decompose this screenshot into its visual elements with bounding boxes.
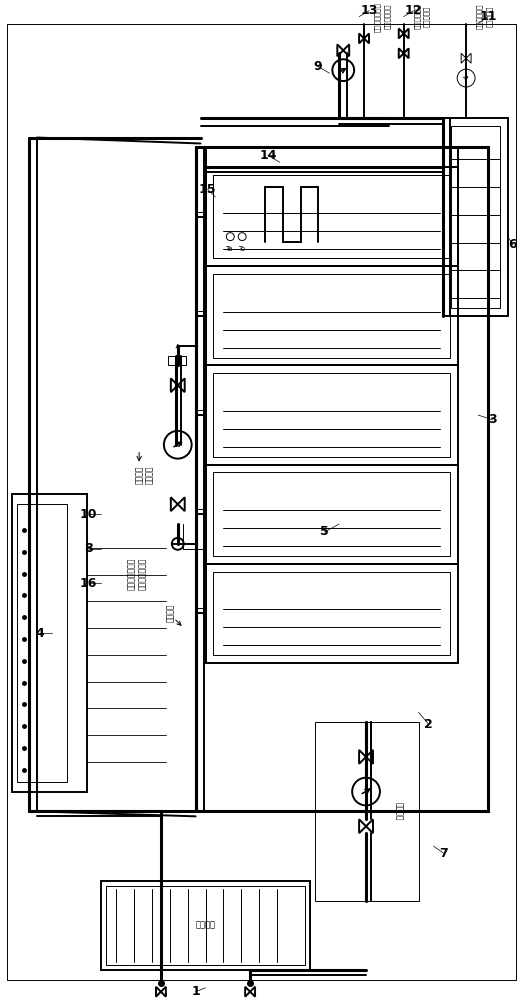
Bar [444,118,508,316]
Circle shape [226,233,234,241]
Bar [314,722,418,901]
Text: 13: 13 [360,4,378,17]
Text: 15: 15 [199,183,216,196]
Text: 供热末水管: 供热末水管 [424,6,430,27]
Polygon shape [359,819,366,833]
Circle shape [164,431,191,459]
Circle shape [332,59,354,81]
Polygon shape [364,33,369,43]
Text: 3: 3 [488,413,497,426]
Text: 冷水管路: 冷水管路 [144,465,154,484]
Text: 10: 10 [80,508,97,521]
Bar [213,175,450,258]
Text: Te: Te [225,246,232,252]
Polygon shape [359,750,366,764]
Bar [206,365,458,465]
Text: 11: 11 [479,10,497,23]
Text: 8: 8 [84,542,93,555]
Polygon shape [161,987,166,997]
Polygon shape [399,29,404,38]
Text: 4: 4 [36,627,44,640]
Circle shape [352,778,380,805]
Bar [213,175,450,258]
Polygon shape [343,44,349,56]
Polygon shape [366,750,373,764]
Bar [213,572,450,655]
Polygon shape [359,33,364,43]
Bar [206,266,458,365]
Bar [168,356,186,365]
Text: 12: 12 [405,4,423,17]
Bar [213,373,450,457]
Text: To: To [238,246,246,252]
Polygon shape [250,987,255,997]
Polygon shape [366,819,373,833]
Text: 供冷末水管阀: 供冷末水管阀 [476,4,483,29]
Bar [17,504,67,782]
Text: 集热器回水管: 集热器回水管 [384,4,391,29]
Bar [213,472,450,556]
Circle shape [238,233,246,241]
Text: 1: 1 [191,985,200,998]
Polygon shape [156,987,161,997]
Bar [206,465,458,564]
Text: 7: 7 [439,847,448,860]
Bar [213,274,450,358]
Polygon shape [171,378,178,392]
Bar [106,886,304,965]
Bar [196,147,488,811]
Polygon shape [466,53,471,63]
Polygon shape [245,987,250,997]
Text: 集热器内水管阀: 集热器内水管阀 [374,2,381,32]
Polygon shape [461,53,466,63]
Text: 9: 9 [313,60,322,73]
Bar [101,881,310,970]
Circle shape [457,69,475,87]
Bar [12,494,87,792]
Bar [206,167,458,266]
Bar [206,167,458,266]
Text: 热水模组: 热水模组 [394,802,403,821]
Text: 5: 5 [320,525,329,538]
Text: 供冷末水管: 供冷末水管 [486,6,493,27]
Bar [206,564,458,663]
Polygon shape [337,44,343,56]
Text: 供热末水管阀: 供热末水管阀 [414,4,420,29]
Text: 供热水给水管路: 供热水给水管路 [127,557,135,590]
Text: 2: 2 [424,718,433,731]
Text: 热水管路: 热水管路 [134,465,144,484]
Text: 6: 6 [508,238,517,251]
Text: 16: 16 [80,577,97,590]
Polygon shape [404,29,408,38]
Text: 循环管路: 循环管路 [166,604,175,622]
Polygon shape [178,497,185,511]
Polygon shape [178,378,185,392]
Polygon shape [404,48,408,58]
Polygon shape [171,497,178,511]
Circle shape [172,538,184,550]
Text: 14: 14 [259,149,277,162]
Polygon shape [399,48,404,58]
Text: 冷水模组: 冷水模组 [196,921,215,930]
Bar [451,126,500,308]
Text: 供冷水给水管路: 供冷水给水管路 [138,557,146,590]
